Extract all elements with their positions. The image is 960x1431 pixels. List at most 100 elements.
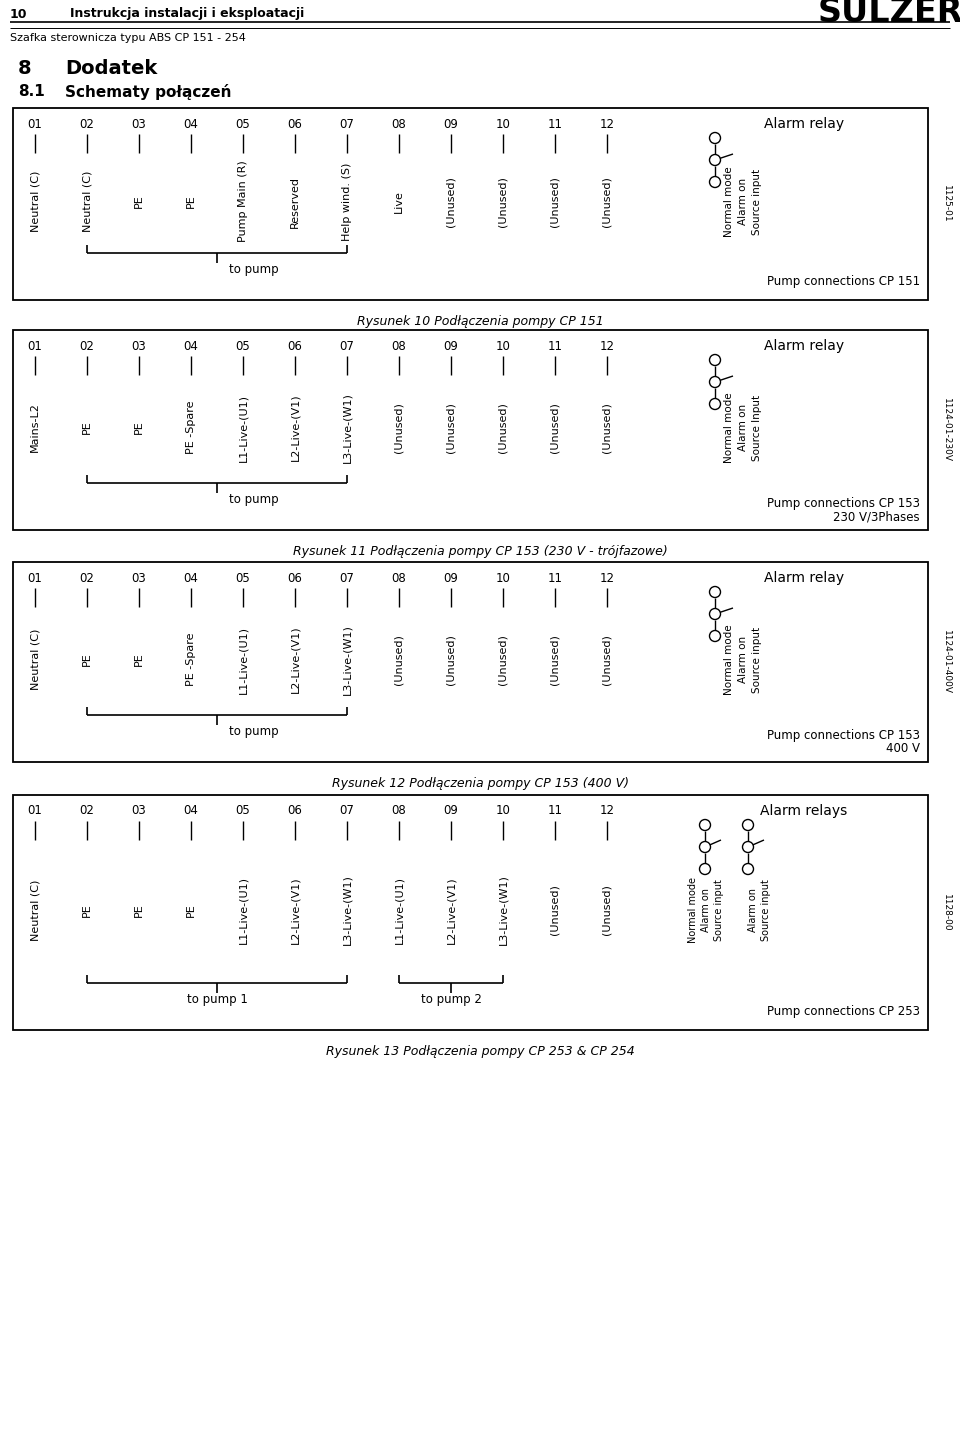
Circle shape [709, 376, 721, 388]
Text: 03: 03 [132, 571, 146, 584]
Text: 1124-01-400V: 1124-01-400V [942, 630, 950, 694]
Text: PE -Spare: PE -Spare [186, 633, 196, 687]
Text: 07: 07 [340, 117, 354, 130]
Text: Reserved: Reserved [290, 176, 300, 228]
Text: L3-Live-(W1): L3-Live-(W1) [342, 624, 352, 695]
Text: 06: 06 [288, 804, 302, 817]
Text: 02: 02 [80, 339, 94, 352]
Text: 05: 05 [235, 339, 251, 352]
Text: 8: 8 [18, 59, 32, 77]
Text: Szafka sterownicza typu ABS CP 151 - 254: Szafka sterownicza typu ABS CP 151 - 254 [10, 33, 246, 43]
Text: (Unused): (Unused) [394, 634, 404, 685]
Text: Alarm relay: Alarm relay [764, 571, 844, 585]
Text: Help wind. (S): Help wind. (S) [342, 162, 352, 240]
Text: 11: 11 [547, 804, 563, 817]
Text: 08: 08 [392, 339, 406, 352]
Text: Pump Main (R): Pump Main (R) [238, 160, 248, 242]
Text: Normal mode: Normal mode [724, 392, 734, 462]
Text: 04: 04 [183, 571, 199, 584]
Text: (Unused): (Unused) [498, 402, 508, 454]
Text: 03: 03 [132, 804, 146, 817]
Text: to pump 1: to pump 1 [186, 993, 248, 1006]
Text: Source input: Source input [714, 879, 724, 942]
Text: (Unused): (Unused) [446, 634, 456, 685]
Text: 02: 02 [80, 571, 94, 584]
Text: 10: 10 [10, 7, 28, 20]
Text: Source input: Source input [752, 627, 762, 693]
Text: 8.1: 8.1 [18, 84, 45, 100]
Text: to pump: to pump [229, 726, 278, 738]
Text: 06: 06 [288, 117, 302, 130]
Text: PE: PE [82, 421, 92, 435]
Text: 04: 04 [183, 339, 199, 352]
Text: Normal mode: Normal mode [724, 166, 734, 236]
Circle shape [700, 820, 710, 830]
Text: Alarm relay: Alarm relay [764, 117, 844, 132]
Text: (Unused): (Unused) [550, 402, 560, 454]
Text: 07: 07 [340, 804, 354, 817]
Bar [13, 107, 928, 301]
Text: 12: 12 [599, 339, 614, 352]
Text: Source Input: Source Input [752, 395, 762, 461]
Text: L3-Live-(W1): L3-Live-(W1) [498, 874, 508, 946]
Circle shape [709, 398, 721, 409]
Text: 02: 02 [80, 117, 94, 130]
Text: 05: 05 [235, 117, 251, 130]
Text: 08: 08 [392, 804, 406, 817]
Text: L3-Live-(W1): L3-Live-(W1) [342, 874, 352, 946]
Text: 06: 06 [288, 339, 302, 352]
Text: to pump: to pump [229, 263, 278, 276]
Text: PE: PE [186, 903, 196, 917]
Text: 09: 09 [444, 339, 459, 352]
Circle shape [709, 631, 721, 641]
Text: 01: 01 [28, 117, 42, 130]
Text: (Unused): (Unused) [550, 884, 560, 936]
Text: 08: 08 [392, 117, 406, 130]
Text: 11: 11 [547, 117, 563, 130]
Text: 12: 12 [599, 804, 614, 817]
Text: Instrukcja instalacji i eksploatacji: Instrukcja instalacji i eksploatacji [70, 7, 304, 20]
Text: L3-Live-(W1): L3-Live-(W1) [342, 392, 352, 464]
Circle shape [700, 841, 710, 853]
Text: Alarm on: Alarm on [738, 404, 748, 451]
Circle shape [709, 587, 721, 598]
Text: 01: 01 [28, 571, 42, 584]
Text: (Unused): (Unused) [602, 176, 612, 228]
Text: Neutral (C): Neutral (C) [82, 170, 92, 232]
Text: 10: 10 [495, 804, 511, 817]
Text: (Unused): (Unused) [602, 634, 612, 685]
Text: PE: PE [134, 421, 144, 435]
Text: PE: PE [134, 903, 144, 917]
Text: Source input: Source input [761, 879, 771, 942]
Text: L2-Live-(V1): L2-Live-(V1) [290, 625, 300, 693]
Text: Normal mode: Normal mode [724, 624, 734, 695]
Bar [13, 796, 928, 1030]
Text: L2-Live-(V1): L2-Live-(V1) [446, 876, 456, 944]
Circle shape [742, 841, 754, 853]
Text: 230 V/3Phases: 230 V/3Phases [833, 511, 920, 524]
Text: Alarm relay: Alarm relay [764, 339, 844, 353]
Circle shape [742, 863, 754, 874]
Text: PE -Spare: PE -Spare [186, 401, 196, 454]
Text: 12: 12 [599, 117, 614, 130]
Text: 1125-01: 1125-01 [942, 185, 950, 223]
Text: 07: 07 [340, 571, 354, 584]
Text: Neutral (C): Neutral (C) [30, 628, 40, 690]
Text: 04: 04 [183, 804, 199, 817]
Text: Pump connections CP 253: Pump connections CP 253 [767, 1006, 920, 1019]
Text: Alarm on: Alarm on [738, 177, 748, 225]
Bar [13, 331, 928, 529]
Text: (Unused): (Unused) [550, 634, 560, 685]
Text: 01: 01 [28, 339, 42, 352]
Text: 01: 01 [28, 804, 42, 817]
Text: Schematy połączeń: Schematy połączeń [65, 84, 231, 100]
Text: Rysunek 11 Podłączenia pompy CP 153 (230 V - trójfazowe): Rysunek 11 Podłączenia pompy CP 153 (230… [293, 545, 667, 558]
Text: Pump connections CP 153: Pump connections CP 153 [767, 498, 920, 511]
Text: Rysunek 13 Podłączenia pompy CP 253 & CP 254: Rysunek 13 Podłączenia pompy CP 253 & CP… [325, 1046, 635, 1059]
Text: (Unused): (Unused) [498, 176, 508, 228]
Text: L1-Live-(U1): L1-Live-(U1) [238, 876, 248, 944]
Text: to pump 2: to pump 2 [420, 993, 481, 1006]
Text: PE: PE [134, 195, 144, 209]
Text: 07: 07 [340, 339, 354, 352]
Circle shape [709, 608, 721, 620]
